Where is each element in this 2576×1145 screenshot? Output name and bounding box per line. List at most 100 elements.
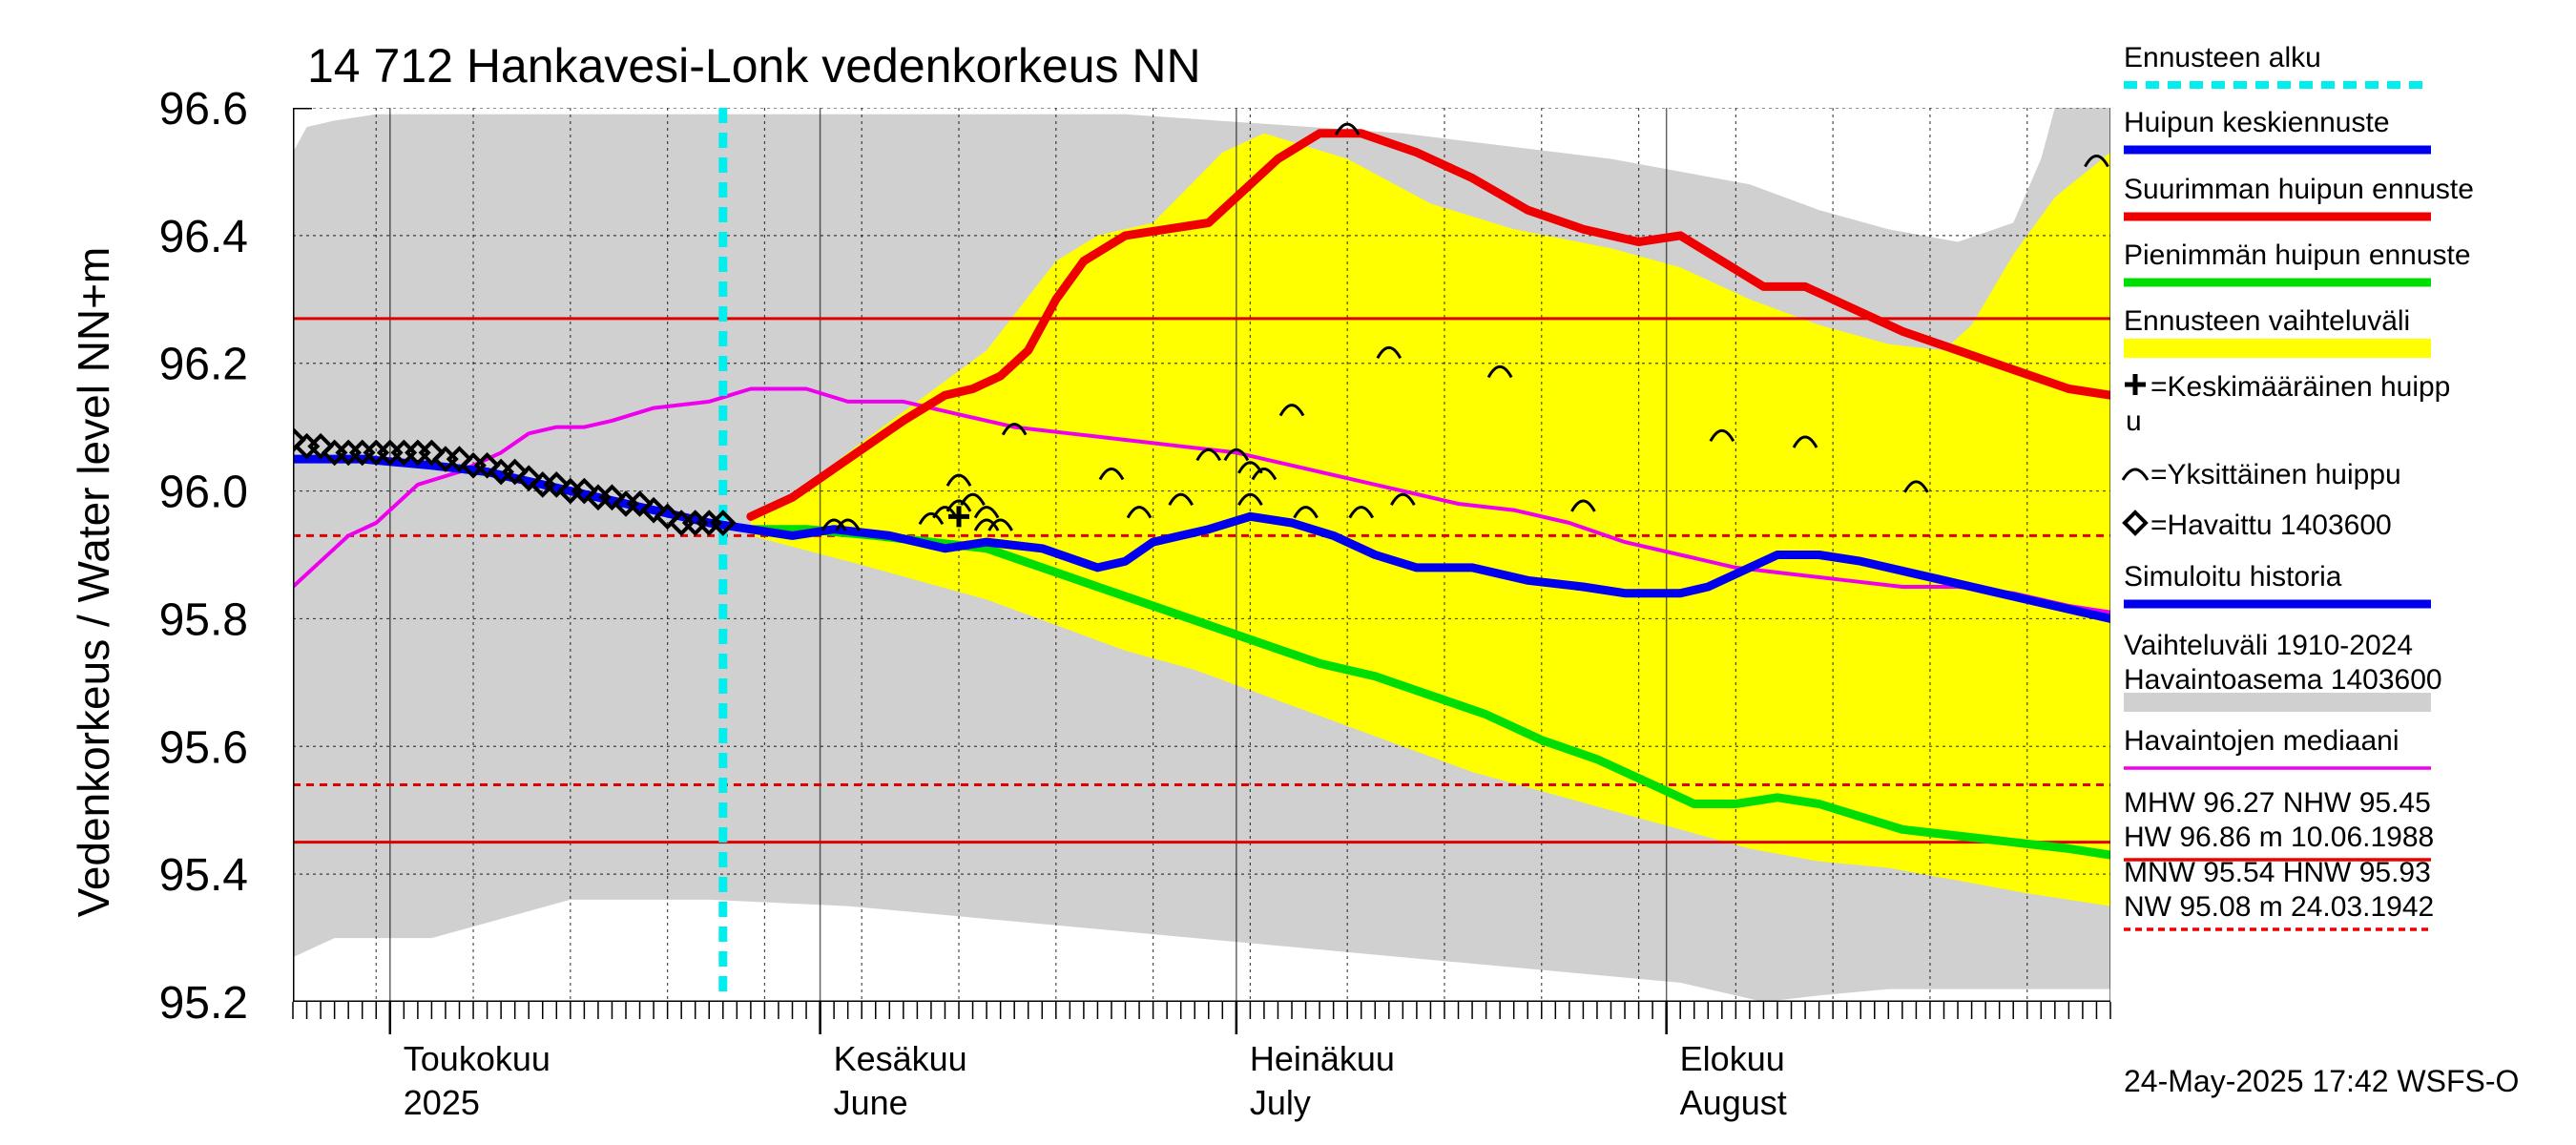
single-peak-marker (1334, 122, 1361, 135)
y-tick-label: 95.6 (159, 722, 248, 773)
single-peak-marker (1223, 448, 1250, 462)
observed-point (501, 458, 529, 486)
footer-timestamp: 24-May-2025 17:42 WSFS-O (2124, 1064, 2519, 1098)
single-peak-marker (960, 492, 986, 507)
single-peak-marker (1278, 404, 1305, 417)
month-label: Kesäkuu (834, 1039, 967, 1078)
series-line-suurimman-huipun-ennuste (746, 129, 2110, 521)
legend-label: Havaintojen mediaani (2124, 725, 2399, 757)
series-line-huipun-keskiennuste (293, 454, 2110, 623)
observed-point (709, 510, 737, 536)
observed-point (640, 496, 667, 524)
y-tick-label: 95.4 (159, 850, 248, 901)
single-peak-marker (945, 499, 972, 512)
single-peak-marker (1348, 506, 1375, 519)
single-peak-marker (1195, 448, 1222, 462)
legend-label: =Keskimääräinen huipp (2150, 371, 2450, 403)
single-peak-marker (1570, 499, 1596, 512)
single-peak-marker (1168, 492, 1195, 507)
legend-label: Ennusteen alku (2124, 42, 2321, 73)
peak-markers (821, 122, 2109, 531)
legend-swatch (2124, 693, 2431, 712)
legend-label: Simuloitu historia (2124, 561, 2342, 593)
legend-item: Vaihteluväli 1910-2024 Havaintoasema 140… (2124, 630, 2442, 712)
gridlines (293, 108, 2110, 1002)
legend-label-2: NW 95.08 m 24.03.1942 (2124, 891, 2434, 923)
y-tick-label: 96.0 (159, 468, 248, 518)
legend-plus-icon (2125, 374, 2146, 395)
legend-item: Pienimmän huipun ennuste (2124, 239, 2471, 287)
single-peak-marker (1237, 492, 1263, 507)
observed-point (654, 503, 681, 531)
legend-label: Huipun keskiennuste (2124, 107, 2390, 138)
observed-point (626, 490, 654, 517)
month-label: Elokuu (1680, 1039, 1785, 1078)
y-tick-label: 96.4 (159, 212, 248, 262)
observed-point (446, 446, 473, 472)
observed-point (473, 451, 501, 479)
series-line-havaintojen-mediaani (293, 386, 2110, 614)
mean-peak-marker (948, 506, 970, 528)
legend-label: Vaihteluväli 1910-2024 (2124, 630, 2413, 661)
month-sublabel: 2025 (404, 1083, 480, 1122)
observed-point (307, 432, 334, 460)
legend: Ennusteen alku Huipun keskiennuste Suurimm… (2121, 42, 2474, 931)
month-label: Toukokuu (404, 1039, 551, 1078)
single-peak-marker (1390, 492, 1416, 507)
single-peak-marker (1251, 468, 1278, 481)
single-peak-marker (1293, 506, 1319, 519)
series-lines (293, 129, 2110, 860)
observed-point (571, 477, 598, 505)
observed-point (598, 484, 626, 511)
single-peak-marker (1001, 423, 1028, 436)
single-peak-marker (1126, 506, 1153, 519)
y-tick-label: 95.8 (159, 594, 248, 645)
legend-label: MNW 95.54 HNW 95.93 (2124, 857, 2431, 888)
single-peak-marker (945, 473, 972, 487)
observed-point (515, 465, 543, 492)
single-peak-marker (987, 518, 1013, 531)
observed-point (418, 439, 446, 467)
single-peak-marker (973, 506, 1000, 519)
single-peak-marker (835, 518, 861, 531)
single-peak-marker (1098, 468, 1125, 481)
y-tick-label: 96.6 (159, 84, 248, 135)
single-peak-marker (1486, 364, 1513, 379)
observed-markers (293, 427, 737, 536)
y-tick-label: 96.2 (159, 340, 248, 390)
legend-item: Ennusteen alku (2124, 42, 2431, 89)
legend-label: Ennusteen vaihteluväli (2124, 305, 2410, 337)
month-sublabel: August (1680, 1083, 1787, 1122)
legend-label: Suurimman huipun ennuste (2124, 174, 2474, 205)
month-sublabel: July (1250, 1083, 1311, 1122)
legend-item: =Keskimääräinen huipp u (2125, 371, 2450, 437)
forecast-band-area (750, 133, 2110, 906)
single-peak-marker (1376, 345, 1402, 360)
single-peak-marker (821, 518, 847, 531)
month-sublabel: June (834, 1083, 908, 1122)
legend-label-cont: u (2126, 406, 2142, 437)
legend-item: Huipun keskiennuste (2124, 107, 2431, 155)
legend-arc-icon (2121, 468, 2150, 481)
legend-item: Ennusteen vaihteluväli (2124, 305, 2431, 358)
legend-label: =Yksittäinen huippu (2150, 459, 2401, 490)
single-peak-marker (918, 511, 945, 526)
month-label: Heinäkuu (1250, 1039, 1395, 1078)
legend-label: Pienimmän huipun ennuste (2124, 239, 2471, 271)
legend-label: MHW 96.27 NHW 95.45 (2124, 787, 2431, 819)
legend-item: =Havaittu 1403600 (2122, 510, 2392, 541)
x-month-labels: Toukokuu 2025 Kesäkuu June Heinäkuu July Eloku… (292, 1002, 2111, 1122)
legend-item: =Yksittäinen huippu (2121, 459, 2401, 490)
legend-item: Simuloitu historia (2124, 561, 2431, 609)
single-peak-marker (1903, 480, 1929, 493)
legend-item: Havaintojen mediaani (2124, 725, 2431, 770)
legend-label-2: HW 96.86 m 10.06.1988 (2124, 822, 2434, 853)
single-peak-marker (2084, 155, 2109, 168)
observed-point (543, 471, 571, 498)
legend-label: =Havaittu 1403600 (2150, 510, 2392, 541)
series-line-pienimm-n-huipun-ennuste (746, 525, 2110, 860)
forecast-range-band (750, 133, 2110, 906)
